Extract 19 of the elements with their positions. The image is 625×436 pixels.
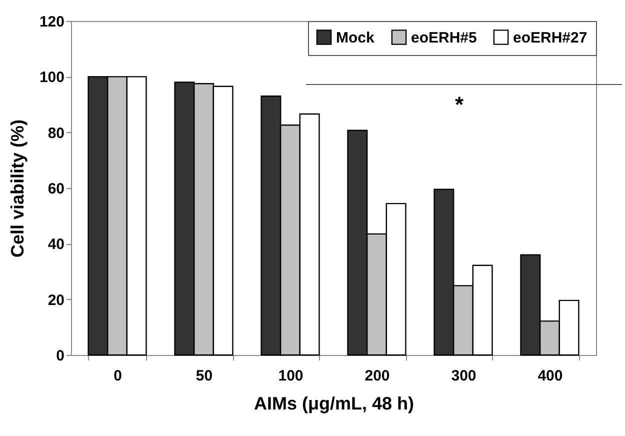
legend-label: eoERH#27 [513, 29, 588, 46]
legend-label: Mock [336, 29, 375, 46]
y-tick-label: 80 [48, 124, 64, 142]
y-tick-label: 40 [48, 236, 64, 254]
x-tick-label: 300 [451, 368, 476, 384]
x-tick-label: 0 [114, 368, 122, 384]
legend-label: eoERH#5 [411, 29, 477, 46]
x-tick-label: 200 [364, 368, 390, 384]
annotation: * [455, 92, 464, 118]
x-tick-label: 400 [538, 368, 563, 384]
y-tick-label: 0 [56, 348, 64, 364]
y-tick-label: 100 [39, 69, 64, 86]
y-tick-label: 20 [48, 292, 64, 309]
y-axis-title: Cell viability (%) [7, 119, 28, 258]
x-tick-label: 100 [278, 368, 304, 384]
y-tick-label: 60 [48, 180, 64, 198]
y-tick-label: 120 [39, 14, 64, 30]
x-axis-title: AIMs (μg/mL, 48 h) [254, 394, 414, 414]
x-tick-label: 50 [196, 368, 213, 384]
